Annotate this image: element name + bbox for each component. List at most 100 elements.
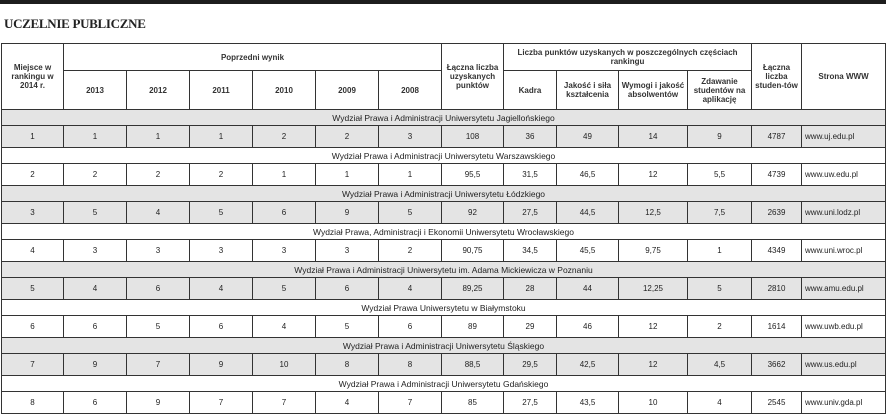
table-cell: 2	[189, 163, 253, 186]
table-cell: 9	[189, 353, 253, 376]
table-row: 1 1 1 1 2 2 3 108 36 49 14 9 4787 www.uj.edu.pl	[1, 125, 886, 148]
website-link[interactable]: www.uw.edu.pl	[801, 163, 886, 186]
website-link[interactable]: www.uni.lodz.pl	[801, 201, 886, 224]
table-cell: 1	[126, 125, 190, 148]
table-cell: 2	[63, 163, 127, 186]
header-year: 2010	[252, 70, 316, 110]
table-cell: 12	[618, 163, 688, 186]
faculty-name: Wydział Prawa i Administracji Uniwersyte…	[0, 337, 886, 354]
table-cell: 27,5	[503, 201, 557, 224]
website-link[interactable]: www.uwb.edu.pl	[801, 315, 886, 338]
table-cell: 45,5	[556, 239, 619, 262]
table-cell: 9	[63, 353, 127, 376]
header-year: 2013	[63, 70, 127, 110]
table-cell: 3	[189, 239, 253, 262]
table-body: Wydział Prawa i Administracji Uniwersyte…	[0, 109, 886, 414]
table-cell: 5	[189, 201, 253, 224]
table-cell: 4349	[751, 239, 803, 262]
table-cell: 3	[1, 201, 64, 224]
table-cell: 12,25	[618, 277, 688, 300]
table-cell: 89	[441, 315, 504, 338]
table-cell: 3	[126, 239, 190, 262]
website-link[interactable]: www.us.edu.pl	[801, 353, 886, 376]
table-cell: 1614	[751, 315, 803, 338]
table-cell: 5	[126, 315, 190, 338]
table-cell: 34,5	[503, 239, 557, 262]
website-link[interactable]: www.uni.wroc.pl	[801, 239, 886, 262]
faculty-row: Wydział Prawa i Administracji Uniwersyte…	[0, 261, 886, 278]
top-bar	[0, 0, 886, 4]
table-cell: 8	[378, 353, 442, 376]
header-year: 2008	[378, 70, 442, 110]
table-cell: 10	[252, 353, 316, 376]
table-cell: 5	[1, 277, 64, 300]
table-cell: 36	[503, 125, 557, 148]
table-cell: 4	[63, 277, 127, 300]
faculty-name: Wydział Prawa i Administracji Uniwersyte…	[0, 109, 886, 126]
table-cell: 49	[556, 125, 619, 148]
table-cell: 12	[618, 353, 688, 376]
table-cell: 10	[618, 391, 688, 414]
table-cell: 2	[1, 163, 64, 186]
table-cell: 4	[1, 239, 64, 262]
table-cell: 4	[315, 391, 379, 414]
table-cell: 4787	[751, 125, 803, 148]
faculty-row: Wydział Prawa, Administracji i Ekonomii …	[0, 223, 886, 240]
table-row: 2 2 2 2 1 1 1 95,5 31,5 46,5 12 5,5 4739 www.uw.edu.p…	[1, 163, 886, 186]
header-quality: Jakość i siła kształcenia	[556, 70, 619, 110]
table-cell: 7,5	[686, 201, 753, 224]
table-cell: 4739	[751, 163, 803, 186]
table-cell: 2	[315, 125, 379, 148]
table-cell: 7	[1, 353, 64, 376]
table-cell: 3	[252, 239, 316, 262]
table-cell: 46,5	[556, 163, 619, 186]
header-exams: Zdawanie studentów na aplikację	[686, 70, 753, 110]
table-cell: 6	[63, 315, 127, 338]
header-total-points: Łączna liczba uzyskanych punktów	[441, 43, 504, 110]
table-cell: 9,75	[618, 239, 688, 262]
table-cell: 2810	[751, 277, 803, 300]
table-cell: 4	[189, 277, 253, 300]
faculty-name: Wydział Prawa Uniwersytetu w Białymstoku	[0, 299, 886, 316]
table-cell: 5,5	[686, 163, 753, 186]
faculty-name: Wydział Prawa i Administracji Uniwersyte…	[0, 147, 886, 164]
table-cell: 14	[618, 125, 688, 148]
table-cell: 46	[556, 315, 619, 338]
table-cell: 12,5	[618, 201, 688, 224]
faculty-name: Wydział Prawa, Administracji i Ekonomii …	[0, 223, 886, 240]
table-cell: 2	[126, 163, 190, 186]
table-cell: 28	[503, 277, 557, 300]
table-cell: 6	[315, 277, 379, 300]
table-row: 3 5 4 5 6 9 5 92 27,5 44,5 12,5 7,5 2639 www.uni.lodz…	[1, 201, 886, 224]
table-cell: 2545	[751, 391, 803, 414]
website-link[interactable]: www.univ.gda.pl	[801, 391, 886, 414]
website-link[interactable]: www.amu.edu.pl	[801, 277, 886, 300]
table-cell: 7	[378, 391, 442, 414]
table-cell: 2639	[751, 201, 803, 224]
table-cell: 1	[686, 239, 753, 262]
table-cell: 31,5	[503, 163, 557, 186]
website-link[interactable]: www.uj.edu.pl	[801, 125, 886, 148]
table-row: 4 3 3 3 3 3 2 90,75 34,5 45,5 9,75 1 4349 www.uni.wro…	[1, 239, 886, 262]
table-cell: 7	[252, 391, 316, 414]
table-cell: 5	[252, 277, 316, 300]
table-cell: 9	[315, 201, 379, 224]
table-cell: 43,5	[556, 391, 619, 414]
table-cell: 1	[315, 163, 379, 186]
faculty-row: Wydział Prawa i Administracji Uniwersyte…	[0, 375, 886, 392]
page-title: UCZELNIE PUBLICZNE	[4, 16, 146, 31]
table-cell: 44,5	[556, 201, 619, 224]
table-cell: 5	[686, 277, 753, 300]
faculty-name: Wydział Prawa i Administracji Uniwersyte…	[0, 261, 886, 278]
table-cell: 3	[63, 239, 127, 262]
table-cell: 90,75	[441, 239, 504, 262]
table-cell: 9	[686, 125, 753, 148]
faculty-name: Wydział Prawa i Administracji Uniwersyte…	[0, 375, 886, 392]
table-cell: 1	[189, 125, 253, 148]
table-cell: 6	[63, 391, 127, 414]
table-row: 7 9 7 9 10 8 8 88,5 29,5 42,5 12 4,5 3662 www.us.edu.…	[1, 353, 886, 376]
table-cell: 89,25	[441, 277, 504, 300]
table-row: 8 6 9 7 7 4 7 85 27,5 43,5 10 4 2545 www.univ.gda.pl	[1, 391, 886, 414]
table-cell: 85	[441, 391, 504, 414]
header-year: 2012	[126, 70, 190, 110]
